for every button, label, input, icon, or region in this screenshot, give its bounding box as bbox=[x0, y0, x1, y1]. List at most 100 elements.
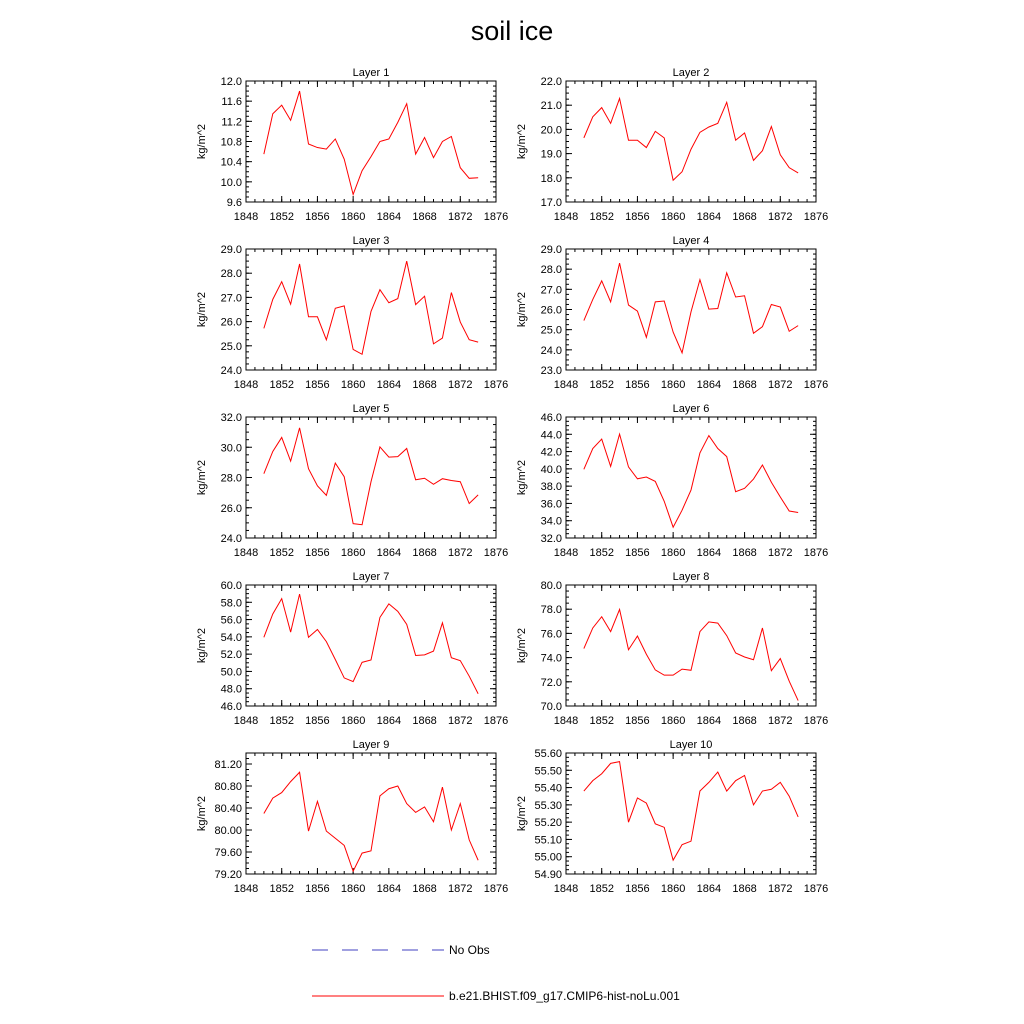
x-tick-label: 1848 bbox=[234, 547, 258, 559]
x-tick-label: 1876 bbox=[804, 547, 828, 559]
y-tick-label: 17.0 bbox=[541, 197, 562, 209]
y-axis-label: kg/m^2 bbox=[196, 124, 208, 159]
panel-layer-9: Layer 9 kg/m^2 79.20 79.60 80.00 80.40 80.80 81… bbox=[196, 739, 508, 895]
panel-title: Layer 10 bbox=[670, 739, 713, 751]
x-tick-label: 1852 bbox=[269, 211, 293, 223]
series-line bbox=[263, 427, 479, 526]
series-line bbox=[583, 761, 799, 862]
y-tick-label: 32.0 bbox=[541, 533, 562, 545]
series-line bbox=[583, 96, 799, 182]
panel-title: Layer 7 bbox=[353, 571, 390, 583]
x-tick-label: 1852 bbox=[269, 379, 293, 391]
panel-title: Layer 4 bbox=[673, 235, 710, 247]
x-tick-label: 1864 bbox=[377, 379, 401, 391]
y-tick-label: 28.0 bbox=[541, 264, 562, 276]
x-tick-label: 1872 bbox=[768, 883, 792, 895]
panel-title: Layer 2 bbox=[673, 67, 710, 79]
y-tick-label: 10.0 bbox=[221, 177, 242, 189]
x-tick-label: 1864 bbox=[377, 211, 401, 223]
y-tick-label: 70.0 bbox=[541, 701, 562, 713]
series-line bbox=[583, 263, 799, 355]
x-tick-label: 1856 bbox=[305, 379, 329, 391]
x-tick-label: 1868 bbox=[412, 715, 436, 727]
y-tick-label: 74.0 bbox=[541, 653, 562, 665]
y-tick-label: 60.0 bbox=[221, 580, 242, 592]
plot-frame bbox=[565, 584, 817, 707]
x-tick-label: 1852 bbox=[269, 547, 293, 559]
y-tick-label: 55.20 bbox=[534, 817, 562, 829]
panel-layer-1: Layer 1 kg/m^2 9.6 10.0 10.4 10.8 11.2 11.6 12.0… bbox=[196, 67, 508, 223]
y-tick-label: 44.0 bbox=[541, 429, 562, 441]
x-tick-label: 1868 bbox=[732, 547, 756, 559]
y-tick-label: 10.4 bbox=[221, 157, 242, 169]
panel-layer-7: Layer 7 kg/m^2 46.0 48.0 50.0 52.0 54.0 56.0 58.… bbox=[196, 571, 508, 727]
series-line bbox=[263, 771, 479, 873]
x-tick-label: 1860 bbox=[341, 715, 365, 727]
x-tick-label: 1852 bbox=[589, 379, 613, 391]
panel-layer-8: Layer 8 kg/m^2 70.0 72.0 74.0 76.0 78.0 80.0 184… bbox=[516, 571, 828, 727]
x-tick-label: 1868 bbox=[412, 883, 436, 895]
y-tick-label: 29.0 bbox=[221, 244, 242, 256]
x-tick-label: 1848 bbox=[554, 715, 578, 727]
y-tick-label: 28.0 bbox=[221, 473, 242, 485]
y-tick-label: 24.0 bbox=[221, 365, 242, 377]
x-tick-label: 1876 bbox=[804, 211, 828, 223]
y-tick-label: 40.0 bbox=[541, 464, 562, 476]
panel-title: Layer 6 bbox=[673, 403, 710, 415]
x-tick-label: 1872 bbox=[768, 715, 792, 727]
y-tick-label: 80.0 bbox=[541, 580, 562, 592]
y-axis-label: kg/m^2 bbox=[516, 628, 528, 663]
y-tick-label: 42.0 bbox=[541, 447, 562, 459]
y-tick-label: 79.20 bbox=[214, 869, 242, 881]
x-tick-label: 1860 bbox=[661, 547, 685, 559]
y-tick-label: 52.0 bbox=[221, 649, 242, 661]
x-tick-label: 1876 bbox=[804, 883, 828, 895]
x-tick-label: 1868 bbox=[732, 211, 756, 223]
y-tick-label: 25.0 bbox=[221, 341, 242, 353]
x-tick-label: 1864 bbox=[697, 379, 721, 391]
y-tick-label: 22.0 bbox=[541, 76, 562, 88]
y-tick-label: 55.00 bbox=[534, 852, 562, 864]
x-tick-label: 1876 bbox=[484, 883, 508, 895]
plot-frame bbox=[245, 752, 497, 875]
x-tick-label: 1856 bbox=[625, 715, 649, 727]
panel-title: Layer 9 bbox=[353, 739, 390, 751]
plot-frame bbox=[245, 416, 497, 539]
x-tick-label: 1876 bbox=[484, 379, 508, 391]
x-tick-label: 1860 bbox=[661, 379, 685, 391]
x-tick-label: 1864 bbox=[697, 883, 721, 895]
y-tick-label: 80.40 bbox=[214, 803, 242, 815]
y-tick-label: 50.0 bbox=[221, 666, 242, 678]
x-tick-label: 1848 bbox=[234, 715, 258, 727]
panel-layer-5: Layer 5 kg/m^2 24.0 26.0 28.0 30.0 32.0 1848 185… bbox=[196, 403, 508, 559]
x-tick-label: 1872 bbox=[448, 211, 472, 223]
y-tick-label: 29.0 bbox=[541, 244, 562, 256]
y-tick-label: 25.0 bbox=[541, 325, 562, 337]
x-tick-label: 1872 bbox=[448, 715, 472, 727]
x-tick-label: 1852 bbox=[589, 547, 613, 559]
y-tick-label: 9.6 bbox=[227, 197, 242, 209]
y-tick-label: 81.20 bbox=[214, 759, 242, 771]
y-tick-label: 11.2 bbox=[221, 116, 242, 128]
y-tick-label: 26.0 bbox=[221, 503, 242, 515]
x-tick-label: 1872 bbox=[448, 379, 472, 391]
x-tick-label: 1860 bbox=[341, 379, 365, 391]
y-axis-label: kg/m^2 bbox=[196, 628, 208, 663]
x-tick-label: 1868 bbox=[732, 715, 756, 727]
y-tick-label: 24.0 bbox=[221, 533, 242, 545]
y-tick-label: 55.40 bbox=[534, 783, 562, 795]
x-tick-label: 1872 bbox=[448, 547, 472, 559]
x-tick-label: 1876 bbox=[484, 715, 508, 727]
series-line bbox=[263, 593, 479, 694]
panel-title: Layer 1 bbox=[353, 67, 390, 79]
y-tick-label: 38.0 bbox=[541, 481, 562, 493]
y-tick-label: 55.50 bbox=[534, 765, 562, 777]
y-tick-label: 55.30 bbox=[534, 800, 562, 812]
plot-frame bbox=[565, 416, 817, 539]
x-tick-label: 1868 bbox=[412, 547, 436, 559]
x-tick-label: 1876 bbox=[484, 211, 508, 223]
plot-frame bbox=[245, 80, 497, 203]
x-tick-label: 1860 bbox=[661, 715, 685, 727]
y-axis-label: kg/m^2 bbox=[516, 460, 528, 495]
x-tick-label: 1868 bbox=[732, 379, 756, 391]
